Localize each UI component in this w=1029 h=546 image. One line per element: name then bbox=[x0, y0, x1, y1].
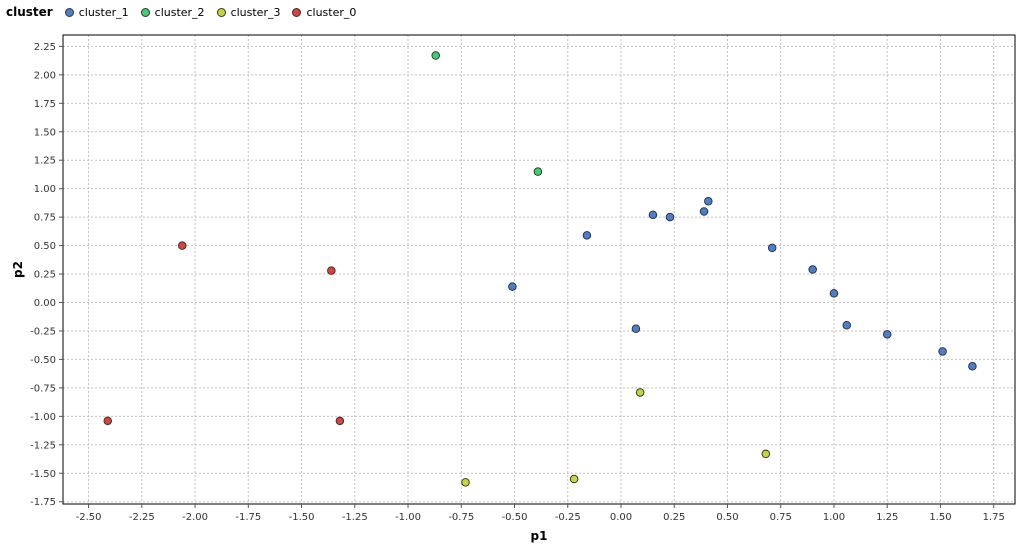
legend-label-cluster-0: cluster_0 bbox=[306, 5, 357, 19]
x-tick-label: -1.25 bbox=[342, 512, 368, 523]
legend-swatch-cluster-3 bbox=[216, 7, 226, 17]
x-tick-label: 0.50 bbox=[716, 512, 738, 523]
y-tick-label: -0.25 bbox=[30, 326, 56, 337]
data-point[interactable] bbox=[767, 243, 777, 253]
y-tick-label: -1.25 bbox=[30, 440, 56, 451]
x-tick-label: 1.75 bbox=[983, 512, 1005, 523]
data-point[interactable] bbox=[665, 212, 675, 222]
x-tick-label: -0.25 bbox=[555, 512, 581, 523]
data-point[interactable] bbox=[103, 416, 112, 426]
y-tick-label: 1.75 bbox=[34, 99, 56, 110]
data-point[interactable] bbox=[648, 210, 658, 220]
series-cluster_0 bbox=[103, 241, 345, 426]
y-tick-label: 2.00 bbox=[34, 70, 56, 81]
y-tick-label: 0.50 bbox=[34, 241, 56, 252]
data-points bbox=[103, 51, 977, 487]
x-tick-label: -2.00 bbox=[182, 512, 208, 523]
legend-item-cluster-1[interactable]: cluster_1 bbox=[64, 5, 129, 19]
data-point[interactable] bbox=[882, 330, 892, 339]
x-tick-label: -1.75 bbox=[235, 512, 261, 523]
data-point[interactable] bbox=[631, 324, 641, 333]
legend-swatch-cluster-2 bbox=[140, 7, 150, 17]
y-tick-label: 1.00 bbox=[34, 184, 56, 195]
data-point[interactable] bbox=[704, 196, 713, 206]
y-tick-label: 0.25 bbox=[34, 270, 56, 281]
x-axis-ticks: -2.50 -2.25 -2.00 -1.75 -1.50 -1.25 -1.00 -0.75… bbox=[76, 504, 1005, 523]
x-tick-label: 1.00 bbox=[823, 512, 845, 523]
y-tick-label: -1.00 bbox=[30, 412, 56, 423]
y-axis-ticks: -1.75 -1.50 -1.25 -1.00 -0.75 -0.50 -0.25 0.00 0… bbox=[30, 42, 63, 508]
x-tick-label: -0.50 bbox=[502, 512, 528, 523]
series-cluster_1 bbox=[508, 196, 977, 371]
legend-swatch-cluster-1 bbox=[64, 7, 74, 17]
y-tick-label: -0.75 bbox=[30, 383, 56, 394]
legend-label-cluster-1: cluster_1 bbox=[78, 5, 129, 19]
data-point[interactable] bbox=[569, 474, 579, 484]
legend-title: cluster bbox=[6, 5, 53, 19]
y-axis-label: p2 bbox=[11, 261, 25, 278]
y-tick-label: 0.75 bbox=[34, 213, 56, 224]
data-point[interactable] bbox=[968, 362, 977, 371]
data-point[interactable] bbox=[327, 266, 336, 275]
data-point[interactable] bbox=[761, 449, 771, 459]
x-tick-label: -0.75 bbox=[448, 512, 474, 523]
data-point[interactable] bbox=[808, 265, 817, 274]
series-cluster_3 bbox=[461, 388, 771, 487]
x-tick-label: -1.50 bbox=[289, 512, 315, 523]
y-tick-label: 0.00 bbox=[34, 298, 56, 309]
legend-swatch-cluster-0 bbox=[292, 7, 302, 17]
data-point[interactable] bbox=[699, 207, 709, 216]
x-tick-label: 1.50 bbox=[929, 512, 951, 523]
x-tick-label: 0.75 bbox=[770, 512, 792, 523]
x-tick-label: -2.50 bbox=[76, 512, 102, 523]
data-point[interactable] bbox=[178, 241, 187, 250]
data-point[interactable] bbox=[335, 416, 345, 426]
grid-lines bbox=[63, 35, 1015, 504]
data-point[interactable] bbox=[582, 231, 592, 240]
legend: cluster cluster_1 cluster_2 cluster_3 cl… bbox=[6, 3, 368, 21]
data-point[interactable] bbox=[431, 51, 440, 60]
x-tick-label: 0.00 bbox=[610, 512, 632, 523]
data-point[interactable] bbox=[938, 347, 947, 356]
y-tick-label: 1.25 bbox=[34, 156, 56, 167]
x-tick-label: -1.00 bbox=[395, 512, 421, 523]
data-point[interactable] bbox=[533, 167, 543, 176]
x-axis-label: p1 bbox=[531, 529, 548, 543]
y-tick-label: -1.50 bbox=[30, 469, 56, 480]
y-tick-label: -0.50 bbox=[30, 355, 56, 366]
legend-item-cluster-3[interactable]: cluster_3 bbox=[216, 5, 281, 19]
y-tick-label: 1.50 bbox=[34, 127, 56, 138]
legend-label-cluster-2: cluster_2 bbox=[154, 5, 205, 19]
legend-label-cluster-3: cluster_3 bbox=[230, 5, 281, 19]
data-point[interactable] bbox=[461, 478, 470, 487]
y-tick-label: -1.75 bbox=[30, 497, 56, 508]
data-point[interactable] bbox=[842, 321, 851, 330]
data-point[interactable] bbox=[635, 388, 645, 397]
legend-item-cluster-2[interactable]: cluster_2 bbox=[140, 5, 205, 19]
x-tick-label: 1.25 bbox=[876, 512, 898, 523]
plot-area bbox=[62, 34, 1016, 505]
data-point[interactable] bbox=[508, 282, 517, 291]
y-tick-label: 2.25 bbox=[34, 42, 56, 53]
x-tick-label: 0.25 bbox=[663, 512, 685, 523]
legend-item-cluster-0[interactable]: cluster_0 bbox=[292, 6, 356, 19]
x-tick-label: -2.25 bbox=[129, 512, 155, 523]
data-point[interactable] bbox=[829, 289, 839, 298]
series-cluster_2 bbox=[431, 51, 543, 176]
